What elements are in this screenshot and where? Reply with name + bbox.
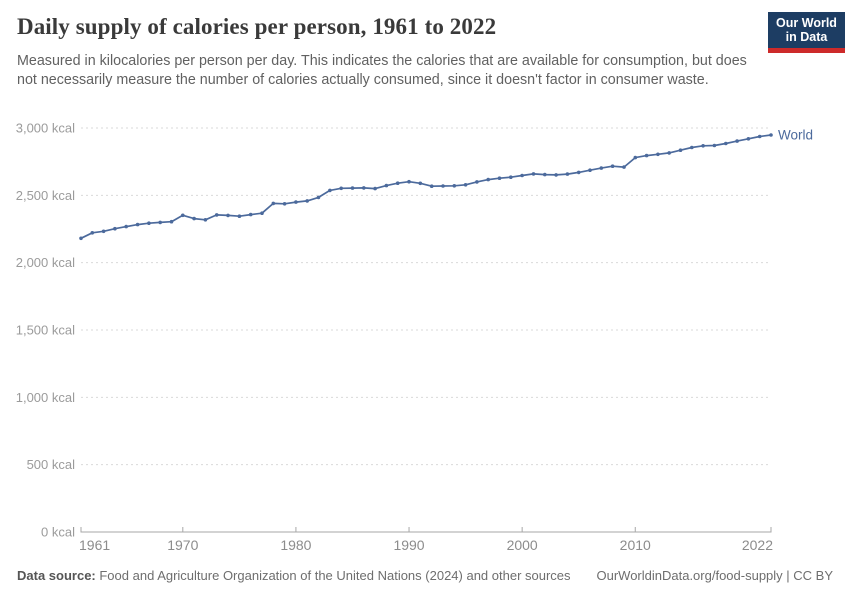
data-point[interactable] [373,186,377,191]
data-point[interactable] [757,134,762,139]
data-point[interactable] [113,226,117,231]
datasource: Data source: Food and Agriculture Organi… [17,568,571,583]
data-point[interactable] [79,236,83,241]
datasource-text: Food and Agriculture Organization of the… [95,568,571,583]
data-point[interactable] [124,224,128,229]
data-point[interactable] [101,229,106,234]
data-point[interactable] [260,211,264,215]
data-point[interactable] [237,214,242,218]
data-point[interactable] [169,219,174,224]
data-point[interactable] [135,222,140,227]
data-point[interactable] [724,141,728,146]
data-point[interactable] [328,188,332,193]
data-point[interactable] [203,218,208,222]
data-point[interactable] [576,170,581,175]
y-tick-label: 1,000 kcal [16,390,75,405]
attribution: OurWorldinData.org/food-supply | CC BY [596,568,833,583]
x-tick-label: 2010 [620,537,651,553]
y-tick-label: 2,500 kcal [16,188,75,203]
y-tick-label: 2,000 kcal [16,255,75,270]
data-point[interactable] [486,177,491,182]
chart-subtitle: Measured in kilocalories per person per … [17,53,747,88]
line-chart[interactable]: 0 kcal 500 kcal 1,000 kcal 1,500 kcal 2,000 … [0,0,850,560]
data-point[interactable] [588,168,592,172]
data-point[interactable] [339,186,344,191]
x-axis [80,527,772,533]
logo-line-1: Our World [776,16,837,30]
data-point[interactable] [497,176,502,180]
data-point[interactable] [667,151,671,155]
data-point[interactable] [362,186,366,190]
data-point[interactable] [463,183,468,187]
data-point[interactable] [701,144,705,148]
data-point[interactable] [746,137,751,141]
chart-footer: Data source: Food and Agriculture Organi… [17,568,833,583]
data-point[interactable] [294,200,298,204]
data-point[interactable] [407,179,411,184]
data-point[interactable] [248,212,253,217]
data-point[interactable] [520,173,524,178]
data-point[interactable] [282,202,287,206]
data-point[interactable] [214,213,219,217]
data-point[interactable] [452,184,457,188]
data-point[interactable] [678,148,683,152]
datasource-label: Data source: [17,568,96,583]
data-point[interactable] [226,213,230,218]
series-end-label: World [778,128,813,143]
data-point[interactable] [441,184,445,188]
data-point[interactable] [735,139,739,143]
data-point[interactable] [316,195,321,200]
x-tick-label: 1980 [280,537,311,553]
data-point[interactable] [147,221,151,225]
data-point[interactable] [769,133,773,137]
data-point[interactable] [350,186,355,190]
x-tick-label: 2000 [507,537,538,553]
data-point[interactable] [565,172,570,176]
data-point[interactable] [554,173,558,177]
data-point[interactable] [192,216,196,221]
series-line-world[interactable] [80,134,772,240]
data-point[interactable] [509,175,513,179]
y-tick-label: 3,000 kcal [16,121,75,136]
data-point[interactable] [610,164,615,168]
data-point[interactable] [305,199,310,203]
data-point[interactable] [656,152,660,157]
data-point[interactable] [690,145,694,150]
data-point[interactable] [622,165,626,169]
data-point[interactable] [181,213,185,218]
data-point[interactable] [384,183,389,188]
data-point[interactable] [475,180,479,184]
x-tick-label: 1961 [79,537,110,553]
owid-logo: Our World in Data [768,12,845,53]
data-point[interactable] [599,166,604,170]
data-point[interactable] [271,201,276,206]
y-tick-label: 1,500 kcal [16,323,75,338]
y-tick-label: 500 kcal [27,457,76,472]
data-point[interactable] [429,184,434,188]
data-point[interactable] [395,181,400,185]
data-point[interactable] [543,172,547,177]
logo-line-2: in Data [785,30,828,44]
data-point[interactable] [531,172,536,176]
page-title: Daily supply of calories per person, 196… [17,14,497,39]
data-point[interactable] [418,181,423,186]
y-tick-label: 0 kcal [41,525,75,540]
x-tick-label: 1990 [393,537,424,553]
data-point[interactable] [158,220,162,225]
data-point[interactable] [90,231,95,235]
data-point[interactable] [712,143,717,148]
data-point[interactable] [644,153,649,158]
data-point[interactable] [633,155,638,160]
x-tick-label: 1970 [167,537,198,553]
x-tick-label: 2022 [742,537,773,553]
